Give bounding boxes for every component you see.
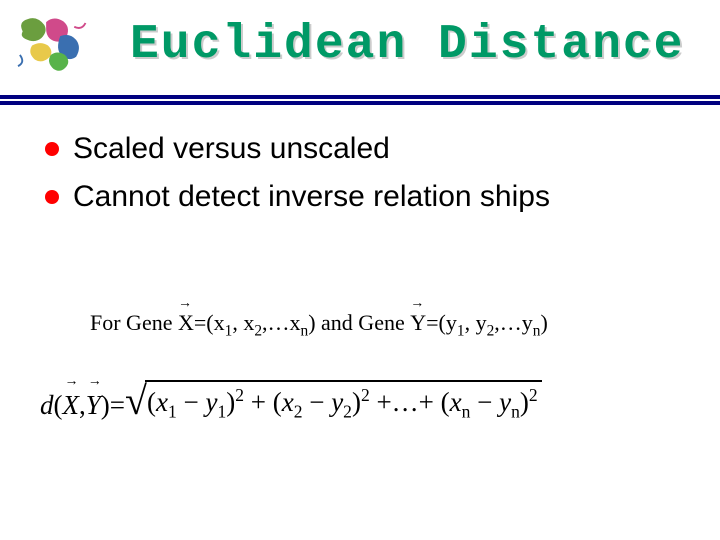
divider bbox=[0, 95, 720, 105]
sub: 1 bbox=[457, 322, 465, 339]
sqrt-icon: √(x1 − y1)2 + (x2 − y2)2 +…+ (xn − yn)2 bbox=[125, 380, 542, 422]
f-X: X bbox=[63, 390, 80, 421]
f-comma: , bbox=[79, 390, 86, 420]
f-y: y bbox=[331, 387, 343, 417]
sub: 2 bbox=[343, 401, 352, 421]
f-Y: Y bbox=[86, 390, 101, 421]
f-y: y bbox=[499, 387, 511, 417]
f-t2c: ) bbox=[352, 387, 361, 417]
gene-close: ) and Gene bbox=[308, 310, 410, 335]
sub: 2 bbox=[254, 322, 262, 339]
gene-prefix: For Gene bbox=[90, 310, 178, 335]
slide: Euclidean Distance Scaled versus unscale… bbox=[0, 0, 720, 540]
bullet-text: Scaled versus unscaled bbox=[73, 130, 390, 168]
f-x: x bbox=[450, 387, 462, 417]
content-area: Scaled versus unscaled Cannot detect inv… bbox=[45, 130, 680, 225]
f-tnc: ) bbox=[520, 387, 529, 417]
f-eq: = bbox=[110, 390, 125, 420]
distance-formula: d(X,Y)=√(x1 − y1)2 + (x2 − y2)2 +…+ (xn … bbox=[40, 380, 542, 422]
f-d: d bbox=[40, 390, 54, 420]
f-y: y bbox=[205, 387, 217, 417]
sub: n bbox=[511, 401, 520, 421]
gene-mid: ,…y bbox=[494, 310, 533, 335]
f-lp: ( bbox=[54, 390, 63, 420]
gene-eqx: =(x bbox=[194, 310, 225, 335]
gene-close: ) bbox=[540, 310, 547, 335]
divider-line-2 bbox=[0, 101, 720, 105]
f-t2o: ( bbox=[273, 387, 282, 417]
vector-x: X bbox=[178, 310, 194, 336]
sup: 2 bbox=[361, 385, 370, 405]
sqrt-body: (x1 − y1)2 + (x2 − y2)2 +…+ (xn − yn)2 bbox=[145, 380, 542, 422]
f-minus: − bbox=[177, 387, 206, 417]
sqrt-symbol: √ bbox=[125, 387, 147, 415]
gene-mid: ,…x bbox=[262, 310, 301, 335]
sub: 1 bbox=[217, 401, 226, 421]
sub: 1 bbox=[168, 401, 177, 421]
gene-definition: For Gene X=(x1, x2,…xn) and Gene Y=(y1, … bbox=[90, 310, 548, 340]
sup: 2 bbox=[235, 385, 244, 405]
gene-eqy: =(y bbox=[426, 310, 457, 335]
f-rp: ) bbox=[101, 390, 110, 420]
protein-logo-icon bbox=[8, 8, 103, 83]
bullet-item: Scaled versus unscaled bbox=[45, 130, 680, 168]
title-text: Euclidean Distance bbox=[130, 18, 684, 72]
f-x: x bbox=[282, 387, 294, 417]
sup: 2 bbox=[529, 385, 538, 405]
f-minus: − bbox=[302, 387, 331, 417]
vector-y: Y bbox=[410, 310, 426, 336]
slide-title: Euclidean Distance bbox=[130, 18, 684, 72]
f-tno: ( bbox=[441, 387, 450, 417]
f-t1c: ) bbox=[226, 387, 235, 417]
f-plus: + bbox=[244, 387, 273, 417]
bullet-marker-icon bbox=[45, 142, 59, 156]
f-dots: +…+ bbox=[370, 387, 441, 417]
bullet-text: Cannot detect inverse relation ships bbox=[73, 178, 550, 216]
f-minus: − bbox=[470, 387, 499, 417]
gene-mid: , x bbox=[232, 310, 254, 335]
gene-mid: , y bbox=[465, 310, 487, 335]
f-x: x bbox=[156, 387, 168, 417]
bullet-item: Cannot detect inverse relation ships bbox=[45, 178, 680, 216]
bullet-marker-icon bbox=[45, 190, 59, 204]
f-t1o: ( bbox=[147, 387, 156, 417]
